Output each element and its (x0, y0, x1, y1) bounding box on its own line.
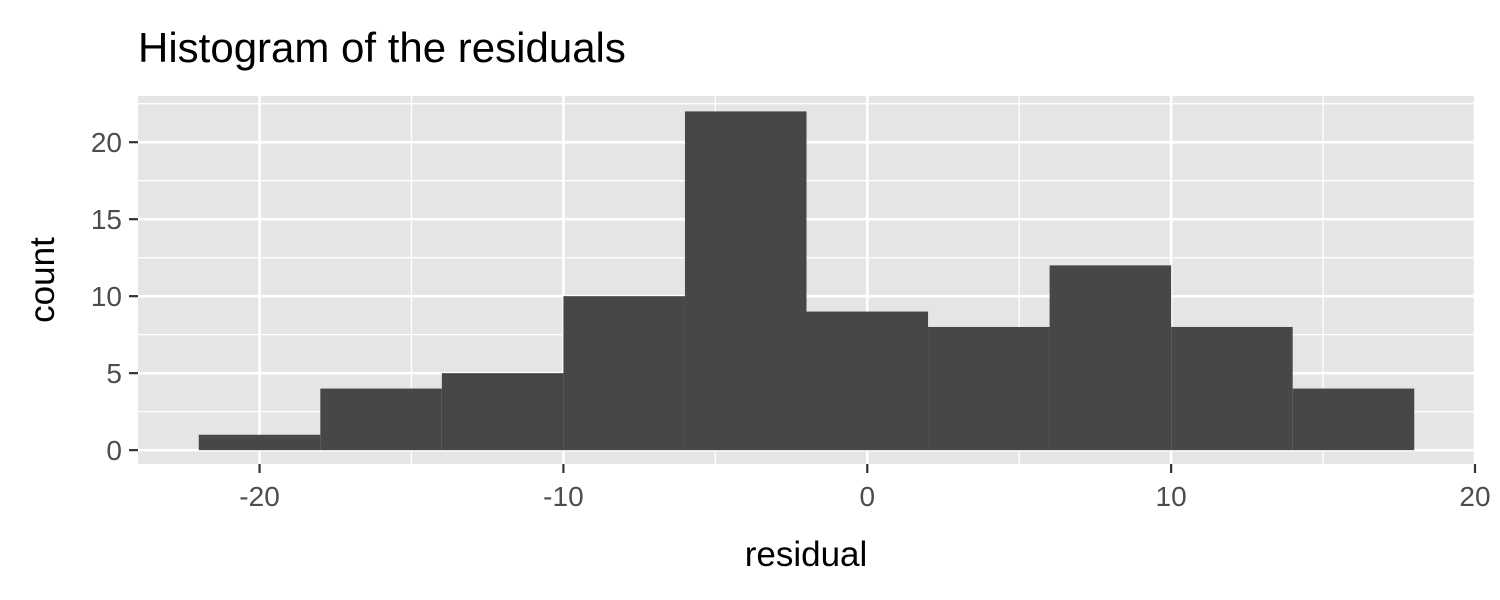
y-axis: 0 5 10 15 20 (91, 127, 138, 466)
histogram-bar (806, 311, 929, 451)
histogram-bar (928, 326, 1050, 451)
y-axis-label: count (23, 237, 62, 323)
histogram-bar (684, 111, 807, 451)
histogram-bar (1171, 326, 1293, 451)
histogram-bar (563, 296, 685, 451)
x-tick-label: 10 (1156, 481, 1187, 512)
y-tick-label: 0 (106, 435, 122, 466)
x-tick-label: -10 (543, 481, 583, 512)
chart-title: Histogram of the residuals (138, 24, 626, 71)
histogram-bar (1292, 388, 1415, 451)
x-axis-label: residual (745, 535, 868, 574)
y-tick-label: 15 (91, 204, 122, 235)
x-tick-label: 20 (1459, 481, 1490, 512)
x-axis: -20 -10 0 10 20 (239, 464, 1491, 512)
y-tick-label: 5 (106, 358, 122, 389)
y-tick-label: 20 (91, 127, 122, 158)
histogram-bar (441, 373, 564, 451)
x-tick-label: 0 (859, 481, 875, 512)
histogram-bar (320, 388, 442, 451)
histogram-bar (1049, 265, 1172, 451)
histogram-bars (198, 111, 1415, 451)
x-tick-label: -20 (239, 481, 279, 512)
y-tick-label: 10 (91, 281, 122, 312)
histogram-bar (198, 434, 321, 451)
